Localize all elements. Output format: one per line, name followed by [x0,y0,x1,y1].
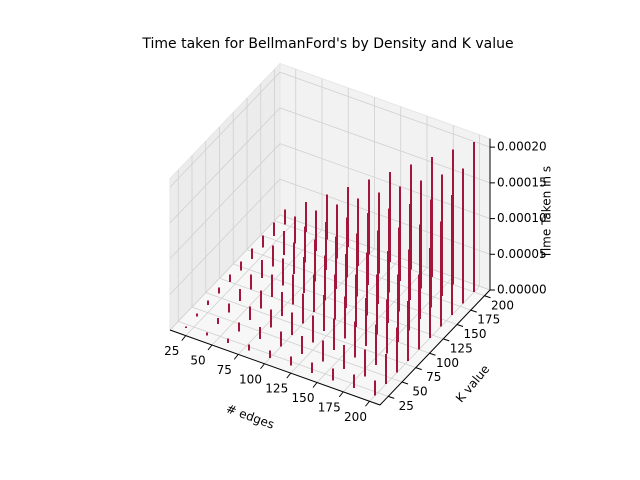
z-tick-label: 0.00005 [497,247,547,261]
y-tick [388,395,395,399]
grid-line [205,292,416,369]
z-axis-label: Time Taken in s [540,166,554,259]
x-axis-label: # edges [224,401,276,431]
x-axis [169,329,381,406]
y-tick [470,309,477,313]
grid-line [191,306,403,383]
x-tick-label: 125 [265,382,288,396]
grid-line [279,71,491,148]
x-tick-label: 175 [318,400,341,414]
x-tick [286,372,292,379]
y-tick [484,295,491,299]
grid-line [185,220,297,336]
x-tick [338,391,344,398]
y-tick-label: 175 [477,313,500,327]
grid-line [169,107,281,224]
y-tick [429,352,436,356]
grid-line [279,178,491,255]
x-tick [207,344,213,351]
z-tick-label: 0.00010 [497,211,547,225]
y-axis [379,289,491,406]
z-tick-label: 0.00000 [497,283,547,297]
x-tick-label: 50 [190,354,205,368]
grid-line [169,179,281,295]
z-tick-label: 0.00020 [497,140,547,154]
grid-line [169,214,281,331]
y-tick-label: 75 [426,370,441,384]
y-tick-label: 150 [464,327,487,341]
x-tick-label: 25 [164,344,179,358]
x-tick-label: 100 [239,372,262,386]
grid-line [279,107,491,184]
y-tick-label: 25 [399,399,414,413]
x-tick-label: 75 [217,363,232,377]
y-tick [443,338,450,342]
x-tick [260,363,265,370]
grid-line [169,143,281,259]
x-tick [365,400,370,407]
x-tick-label: 150 [292,391,315,405]
y-tick-label: 200 [491,298,514,312]
grid-line [169,71,281,188]
grid-line [279,143,491,219]
grid-line [260,234,471,311]
x-tick [312,382,318,388]
chart-title: Time taken for BellmanFord's by Density … [141,36,513,52]
y-tick-label: 50 [412,385,427,399]
y-tick [456,324,464,327]
x-tick [233,354,239,360]
y-tick-label: 100 [436,356,459,370]
y-tick [401,381,409,385]
grid-line [211,229,323,346]
grid-line [369,285,480,402]
x-tick-label: 200 [344,410,367,424]
y-tick [415,367,422,371]
x-tick [181,335,187,341]
y-tick-label: 125 [450,341,473,355]
z-tick-label: 0.00015 [497,175,547,189]
